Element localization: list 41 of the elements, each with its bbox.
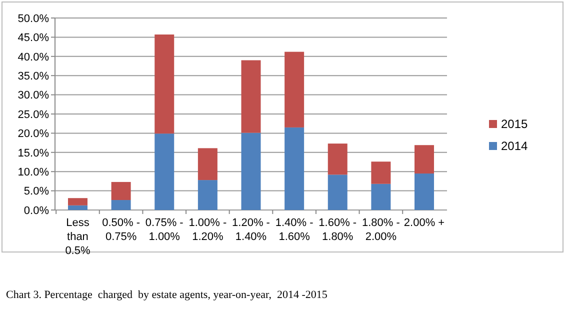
bar [241, 132, 261, 210]
bar [68, 205, 88, 210]
bar [414, 174, 434, 210]
y-tick-label: 45.0% [18, 32, 50, 44]
x-tick-label: 1.60% - 1.80% [318, 217, 357, 243]
y-tick-label: 35.0% [18, 70, 50, 82]
bar [68, 198, 88, 206]
bar [198, 180, 218, 210]
bar [284, 127, 304, 210]
bar [328, 174, 348, 210]
bar [154, 34, 174, 134]
x-tick-label: 0.75% - 1.00% [145, 217, 184, 243]
y-tick-label: 5.0% [24, 186, 50, 198]
x-tick-label: 1.40% - 1.60% [275, 217, 314, 243]
x-tick-label: 1.20% - 1.40% [232, 217, 270, 243]
x-tick-label: 0.50% - 0.75% [102, 217, 140, 243]
y-tick-label: 25.0% [18, 108, 50, 121]
y-tick-label: 40.0% [18, 51, 50, 64]
y-tick-label: 15.0% [18, 147, 50, 160]
y-tick-label: 30.0% [18, 90, 50, 102]
bar [241, 60, 261, 133]
legend-label: 2014 [501, 139, 528, 154]
x-tick-label: 1.80% - 2.00% [362, 217, 400, 243]
y-tick-label: 0.0% [24, 204, 50, 217]
caption: Chart 3. Percentage charged by estate agents, year-on-year, 2014 -2015 [6, 289, 328, 301]
y-tick-label: 50.0% [18, 12, 50, 25]
y-tick-label: 20.0% [18, 128, 50, 140]
x-tick-label: 1.00% - 1.20% [188, 217, 227, 243]
bar [154, 134, 174, 210]
bar [371, 162, 391, 184]
bar [198, 148, 218, 180]
bar [111, 182, 131, 200]
bar [328, 144, 348, 175]
legend-label: 2015 [501, 117, 528, 132]
bar [284, 52, 304, 128]
y-tick-label: 10.0% [18, 166, 50, 178]
bar [414, 145, 434, 174]
bar [111, 200, 131, 210]
x-tick-label: 2.00% + [404, 217, 445, 229]
bar [371, 184, 391, 210]
x-tick-label: Less than 0.5% [65, 217, 90, 257]
